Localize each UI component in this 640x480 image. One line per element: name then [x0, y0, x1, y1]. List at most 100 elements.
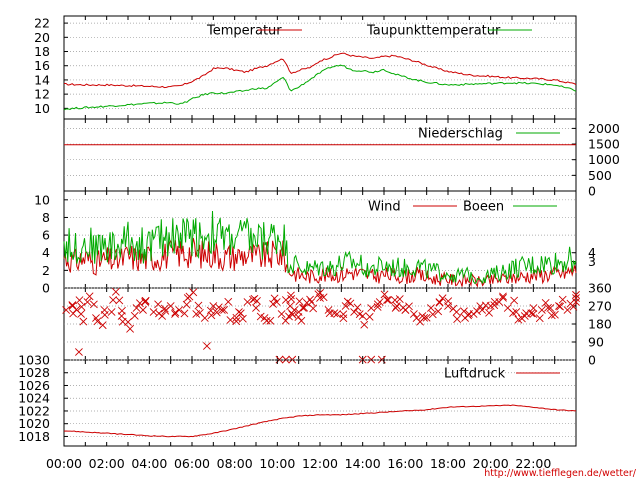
direction-marker [434, 307, 443, 316]
direction-marker [160, 304, 169, 313]
direction-marker [220, 305, 229, 314]
direction-marker [510, 296, 519, 305]
y-tick-label: 1018 [18, 429, 50, 444]
direction-marker [130, 311, 139, 320]
x-tick-label: 14:00 [345, 456, 381, 471]
y-tick-label: 16 [34, 58, 50, 73]
direction-marker [339, 310, 348, 319]
direction-marker [107, 308, 116, 316]
direction-marker [391, 303, 400, 312]
direction-marker [189, 288, 198, 297]
direction-marker [141, 296, 150, 305]
direction-marker [316, 288, 324, 297]
y-tick-label: 1020 [18, 416, 50, 431]
direction-marker [537, 306, 546, 314]
direction-marker [300, 303, 309, 312]
direction-marker [535, 314, 544, 323]
footer-url: http://www.tiefflegen.de/wetter/ [484, 468, 637, 479]
direction-marker [391, 296, 399, 305]
direction-marker [266, 316, 275, 325]
x-tick-label: 18:00 [430, 456, 466, 471]
direction-marker [124, 318, 132, 326]
series-line-primary [63, 404, 577, 438]
direction-marker [85, 292, 94, 301]
direction-marker [269, 300, 277, 308]
direction-marker [438, 294, 447, 303]
direction-marker [392, 302, 401, 310]
y-tick-label-right: 360 [588, 281, 612, 296]
x-tick-label: 00:00 [46, 456, 82, 471]
direction-marker [224, 297, 233, 306]
direction-marker [272, 298, 281, 306]
direction-marker [520, 312, 529, 320]
direction-marker [452, 308, 461, 316]
direction-marker [100, 310, 109, 319]
panel-direction: 0 90 180 270 360 [62, 281, 612, 368]
direction-marker [380, 290, 389, 299]
direction-marker [563, 306, 572, 314]
direction-marker [243, 298, 252, 306]
x-tick-label: 22:00 [515, 456, 551, 471]
direction-marker [428, 310, 437, 319]
y-tick-label: 1024 [18, 391, 50, 406]
direction-marker [115, 296, 124, 305]
x-tick-label: 02:00 [89, 456, 125, 471]
direction-marker [556, 302, 565, 311]
direction-marker [444, 297, 453, 306]
direction-marker [360, 320, 369, 329]
x-tick-label: 16:00 [387, 456, 423, 471]
direction-marker [478, 306, 487, 314]
direction-marker [111, 287, 120, 296]
y-tick-label: 1022 [18, 403, 50, 418]
direction-marker [89, 300, 98, 309]
x-tick-label: 10:00 [259, 456, 295, 471]
y-tick-label-right: 1000 [588, 152, 620, 167]
direction-marker [558, 295, 567, 304]
direction-marker [62, 306, 71, 314]
y-tick-label: 10 [34, 101, 50, 116]
legend-label: Luftdruck [444, 367, 506, 382]
direction-marker [75, 348, 83, 356]
legend-label: Taupunkttemperatur [366, 24, 501, 39]
y-tick-label: 14 [34, 72, 50, 87]
direction-marker [572, 298, 580, 306]
direction-marker [171, 308, 180, 317]
direction-marker [149, 308, 158, 316]
direction-marker [409, 310, 418, 318]
direction-marker [77, 302, 86, 311]
direction-marker [490, 301, 499, 310]
direction-marker [77, 310, 85, 318]
y-tick-label: 10 [34, 192, 50, 207]
y-tick-label-right: 180 [588, 317, 612, 332]
direction-marker [217, 306, 226, 314]
direction-marker [98, 321, 107, 330]
direction-marker [182, 300, 191, 309]
direction-marker [339, 314, 348, 323]
direction-marker [135, 299, 144, 308]
direction-marker [295, 297, 304, 306]
y-tick-label: 1030 [18, 353, 50, 368]
y-tick-label-right: 500 [588, 168, 612, 183]
direction-marker [350, 308, 359, 316]
direction-marker [262, 316, 271, 325]
legend-label: Temperatur [206, 24, 282, 39]
direction-marker [281, 316, 290, 325]
direction-marker [212, 308, 221, 317]
direction-marker [375, 298, 384, 306]
direction-marker [290, 306, 299, 314]
direction-marker [206, 306, 215, 315]
y-tick-label-right: 270 [588, 299, 612, 314]
direction-marker [341, 302, 350, 310]
x-tick-label: 04:00 [131, 456, 167, 471]
direction-marker [287, 295, 296, 303]
y-tick-label: 12 [34, 87, 50, 102]
direction-marker [319, 293, 328, 302]
direction-marker [353, 303, 362, 312]
direction-marker [412, 314, 421, 322]
y-tick-label: 1028 [18, 365, 50, 380]
